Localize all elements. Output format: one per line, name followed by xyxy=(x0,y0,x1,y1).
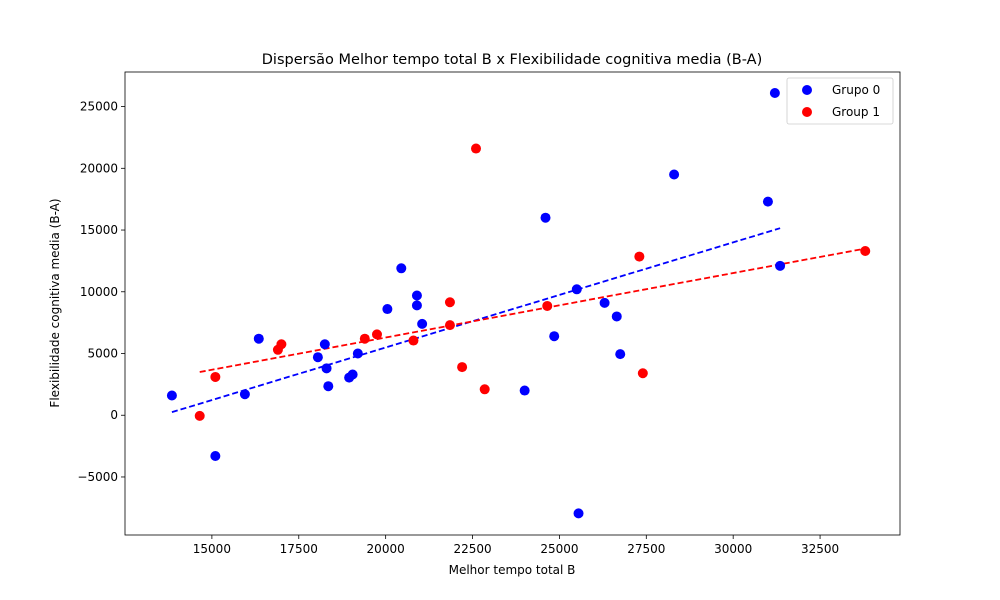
data-point xyxy=(321,363,332,374)
data-point xyxy=(634,251,645,262)
y-tick-label: −5000 xyxy=(77,470,118,484)
data-point xyxy=(637,368,648,379)
y-axis-title: Flexibilidade cognitiva media (B-A) xyxy=(48,198,62,407)
plot-area: 15000 17500 20000 22500 25000 27500 30000 32500… xyxy=(77,71,901,556)
legend: Grupo 0 Group 1 xyxy=(786,77,894,125)
data-point xyxy=(408,335,419,346)
data-point xyxy=(347,369,358,380)
data-point xyxy=(669,169,680,180)
data-point xyxy=(775,260,786,271)
legend-label: Group 1 xyxy=(832,105,880,119)
data-point xyxy=(599,297,610,308)
data-point xyxy=(444,297,455,308)
data-point xyxy=(319,339,330,350)
x-tick-label: 32500 xyxy=(801,542,839,556)
data-point xyxy=(762,196,773,207)
data-point xyxy=(457,362,468,373)
data-point xyxy=(382,304,393,315)
data-point xyxy=(479,384,490,395)
data-point xyxy=(549,331,560,342)
data-point xyxy=(359,333,370,344)
data-point xyxy=(571,284,582,295)
data-point xyxy=(860,246,871,257)
x-tick-label: 30000 xyxy=(714,542,752,556)
axes-frame xyxy=(124,71,901,536)
legend-marker xyxy=(802,107,812,117)
data-point xyxy=(396,263,407,274)
legend-marker xyxy=(802,85,812,95)
y-tick-label: 10000 xyxy=(80,285,118,299)
data-point xyxy=(371,329,382,340)
data-point xyxy=(210,450,221,461)
data-point xyxy=(194,410,205,421)
data-point xyxy=(352,348,363,359)
data-point xyxy=(444,320,455,331)
chart-title: Dispersão Melhor tempo total B x Flexibi… xyxy=(262,52,762,68)
x-axis-title: Melhor tempo total B xyxy=(449,563,576,577)
y-tick-label: 25000 xyxy=(80,100,118,114)
x-tick-label: 27500 xyxy=(627,542,665,556)
data-point xyxy=(166,390,177,401)
x-tick-label: 22500 xyxy=(453,542,491,556)
data-point xyxy=(210,371,221,382)
data-point xyxy=(540,212,551,223)
data-point xyxy=(611,311,622,322)
data-point xyxy=(253,333,264,344)
x-tick-label: 25000 xyxy=(540,542,578,556)
data-point xyxy=(471,143,482,154)
legend-box xyxy=(786,77,894,125)
data-point xyxy=(411,290,422,301)
data-point xyxy=(769,87,780,98)
y-tick-label: 20000 xyxy=(80,161,118,175)
data-point xyxy=(542,300,553,311)
data-point xyxy=(411,300,422,311)
trend-line xyxy=(199,247,866,373)
y-tick-label: 15000 xyxy=(80,223,118,237)
x-tick-label: 20000 xyxy=(367,542,405,556)
data-point xyxy=(615,349,626,360)
y-tick-label: 0 xyxy=(110,408,118,422)
data-point xyxy=(417,318,428,329)
y-tick-label: 5000 xyxy=(87,347,118,361)
legend-label: Grupo 0 xyxy=(832,83,880,97)
x-tick-label: 15000 xyxy=(193,542,231,556)
data-point xyxy=(323,381,334,392)
data-point xyxy=(239,389,250,400)
data-point xyxy=(312,352,323,363)
data-point xyxy=(573,508,584,519)
data-point xyxy=(276,339,287,350)
data-point xyxy=(519,385,530,396)
x-tick-label: 17500 xyxy=(280,542,318,556)
